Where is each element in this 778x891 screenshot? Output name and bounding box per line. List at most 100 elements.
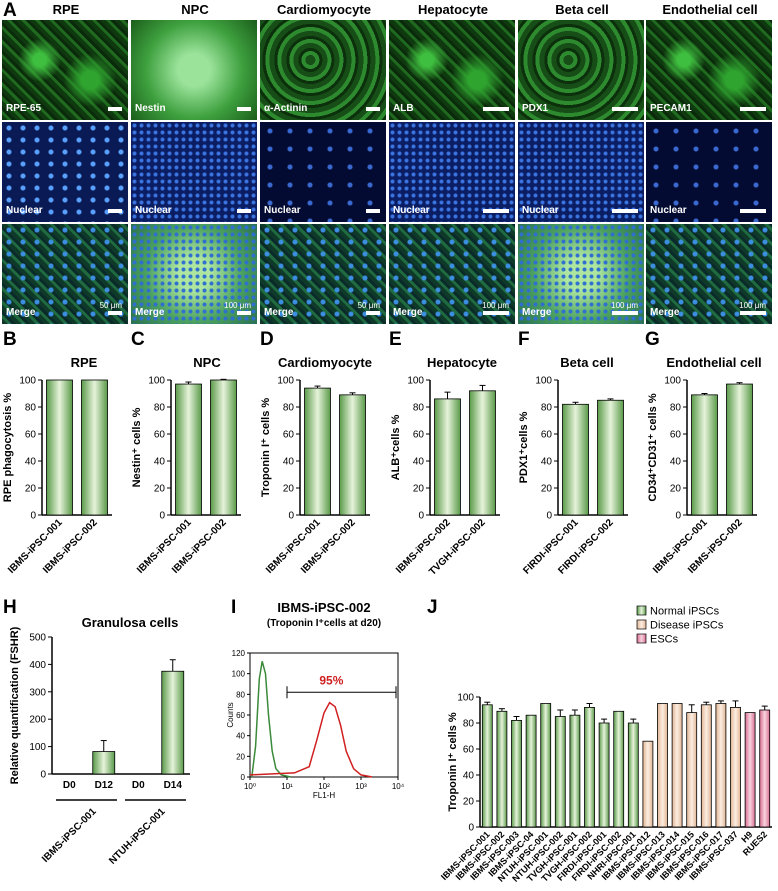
- y-tick-label: 100: [664, 376, 681, 387]
- y-tick-label: 20: [25, 484, 37, 495]
- panel-letter-i: I: [231, 597, 237, 618]
- micrograph-r1-c6: PECAM1: [646, 20, 772, 120]
- bar: [562, 403, 589, 516]
- y-tick-label: 80: [413, 403, 425, 414]
- bar: [642, 740, 654, 828]
- y-tick-label: 40: [25, 457, 37, 468]
- bar: [613, 710, 625, 828]
- bar: [161, 670, 185, 775]
- chart-title: NPC: [193, 355, 221, 370]
- bar: [434, 398, 461, 516]
- x-tick-label: 10⁴: [392, 782, 405, 791]
- y-axis-label: ALB⁺cells %: [390, 414, 402, 480]
- category-label: D0: [132, 780, 145, 791]
- y-tick-label: 20: [541, 484, 553, 495]
- chart-title: Endothelial cell: [666, 355, 761, 370]
- y-tick-label: 0: [40, 770, 46, 781]
- y-tick-label: 400: [29, 660, 46, 671]
- scale-bar-label: 100 μm: [482, 301, 509, 310]
- y-tick-label: 40: [283, 457, 295, 468]
- micrograph-r1-c2: Nestin: [131, 20, 257, 120]
- micrograph-label: Nuclear: [522, 205, 559, 216]
- bar: [569, 714, 581, 828]
- y-tick-label: 80: [463, 719, 475, 730]
- column-title-1: NPC: [181, 2, 209, 17]
- scale-bar-label: 100 μm: [224, 301, 251, 310]
- bar: [46, 379, 73, 516]
- y-tick-label: 0: [675, 511, 681, 522]
- chart-H: Granulosa cells 0 100 200 300 400 500 Relative …: [9, 615, 190, 791]
- scale-bar: [237, 107, 251, 111]
- scale-bar-label: 100 μm: [611, 301, 638, 310]
- scale-bar: [366, 107, 380, 111]
- micrograph-label: Nuclear: [135, 205, 172, 216]
- panel-letter-f: F: [518, 329, 530, 350]
- bar: [597, 399, 624, 516]
- panel-letter-d: D: [260, 329, 274, 350]
- y-axis-label: Counts: [226, 702, 235, 727]
- y-tick-label: 100: [535, 376, 552, 387]
- y-tick-label: 40: [670, 457, 682, 468]
- scale-bar: [740, 107, 766, 111]
- scale-bar-label: 50 μm: [357, 301, 380, 310]
- chart-title: IBMS-iPSC-002: [277, 600, 370, 615]
- category-label: D14: [164, 780, 183, 791]
- chart-subtitle: (Troponin I⁺cells at d20): [267, 618, 381, 629]
- y-tick-label: 80: [236, 690, 245, 699]
- micrograph-r2-c6: Nuclear: [646, 122, 772, 222]
- bar: [304, 387, 331, 516]
- y-tick-label: 0: [30, 511, 36, 522]
- y-tick-label: 60: [25, 430, 37, 441]
- bar: [481, 704, 493, 828]
- scale-bar: [483, 209, 509, 213]
- y-tick-label: 0: [468, 823, 474, 834]
- bar: [175, 383, 202, 516]
- group-label: NTUH-iPSC-001: [107, 806, 168, 867]
- y-tick-label: 40: [541, 457, 553, 468]
- panel-letter-h: H: [3, 597, 17, 618]
- scale-bar: [108, 311, 122, 315]
- y-axis-label: Troponin I⁺ cells %: [447, 712, 459, 812]
- y-tick-label: 0: [546, 511, 552, 522]
- y-tick-label: 0: [159, 511, 165, 522]
- panel-letter-a: A: [3, 0, 17, 21]
- legend-swatch: [636, 633, 647, 644]
- bar: [627, 722, 639, 828]
- micrograph-r3-c1: Merge 50 μm: [2, 224, 128, 324]
- bar: [210, 379, 237, 516]
- y-tick-label: 120: [232, 649, 246, 658]
- micrograph-r2-c3: Nuclear: [260, 122, 386, 222]
- micrograph-label: Merge: [650, 307, 680, 318]
- micrograph-label: PECAM1: [650, 103, 692, 114]
- scale-bar: [483, 311, 509, 315]
- y-tick-label: 0: [241, 773, 246, 782]
- micrograph-label: Merge: [135, 307, 165, 318]
- bar: [715, 703, 727, 828]
- control-histogram: [251, 661, 291, 778]
- scale-bar: [237, 209, 251, 213]
- scale-bar: [366, 311, 380, 315]
- bar: [554, 716, 566, 828]
- micrograph-r1-c1: RPE-65: [2, 20, 128, 120]
- micrograph-r2-c2: Nuclear: [131, 122, 257, 222]
- bar: [726, 383, 753, 516]
- micrograph-r3-c2: Merge 100 μm: [131, 224, 257, 324]
- y-tick-label: 60: [236, 711, 245, 720]
- legend-swatch: [636, 605, 647, 616]
- panel-letter-g: G: [645, 329, 660, 350]
- micrograph-r1-c5: PDX1: [518, 20, 644, 120]
- y-tick-label: 100: [457, 693, 474, 704]
- scale-bar: [108, 209, 122, 213]
- micrograph-r3-c5: Merge 100 μm: [518, 224, 644, 324]
- micrograph-label: Nuclear: [650, 205, 687, 216]
- micrograph-r2-c5: Nuclear: [518, 122, 644, 222]
- bar: [686, 712, 698, 828]
- y-tick-label: 80: [670, 403, 682, 414]
- column-title-3: Hepatocyte: [417, 2, 489, 17]
- micrograph-label: Nuclear: [6, 205, 43, 216]
- micrograph-r3-c3: Merge 50 μm: [260, 224, 386, 324]
- scale-bar: [612, 107, 638, 111]
- micrograph-label: RPE-65: [6, 103, 42, 114]
